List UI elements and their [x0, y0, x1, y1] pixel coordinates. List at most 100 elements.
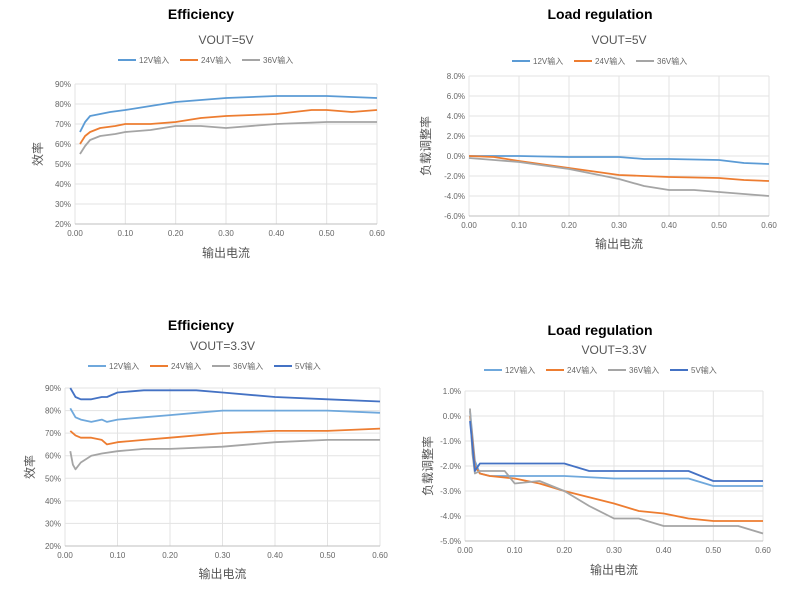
x-tick-label: 0.40	[267, 551, 283, 560]
efficiency-3v3-chart: VOUT=3.3V 12V输入 24V输入 36V输入 5V输入 20% 30% 40% 50%…	[22, 339, 388, 581]
x-tick-label: 0.60	[755, 546, 771, 555]
x-tick-label: 0.30	[218, 229, 234, 238]
y-tick-label: 60%	[55, 140, 71, 149]
x-tick-label: 0.30	[611, 221, 627, 230]
y-tick-label: 8.0%	[447, 72, 465, 81]
x-tick-label: 0.60	[369, 229, 385, 238]
x-tick-label: 0.20	[561, 221, 577, 230]
y-tick-label: 70%	[45, 429, 61, 438]
legend-label: 36V输入	[657, 56, 687, 66]
y-tick-label: -4.0%	[440, 512, 461, 521]
y-tick-label: 50%	[55, 160, 71, 169]
legend-label: 5V输入	[691, 365, 717, 375]
y-tick-label: 80%	[55, 100, 71, 109]
panel-efficiency-5v: Efficiency VOUT=5V 12V输入 24V输入 36V输入 20% 30% 4…	[0, 0, 400, 298]
x-tick-label: 0.20	[168, 229, 184, 238]
y-tick-label: -5.0%	[440, 537, 461, 546]
x-axis-label: 输出电流	[202, 245, 250, 260]
x-axis-label: 输出电流	[198, 566, 246, 581]
legend-label: 24V输入	[201, 55, 231, 65]
y-tick-label: -4.0%	[444, 192, 465, 201]
x-tick-label: 0.60	[761, 221, 777, 230]
legend-label: 36V输入	[263, 55, 293, 65]
legend-label: 36V输入	[233, 361, 263, 371]
y-tick-label: 70%	[55, 120, 71, 129]
x-tick-label: 0.40	[661, 221, 677, 230]
y-tick-label: 20%	[45, 542, 61, 551]
y-axis-label: 负载调整率	[418, 116, 433, 176]
y-tick-label: 20%	[55, 220, 71, 229]
panel-efficiency-3v3: Efficiency VOUT=3.3V 12V输入 24V输入 36V输入 5V输入 2…	[22, 317, 388, 581]
x-tick-label: 0.00	[57, 551, 73, 560]
legend-label: 12V输入	[533, 56, 563, 66]
x-tick-label: 0.30	[606, 546, 622, 555]
x-tick-label: 0.50	[320, 551, 336, 560]
panel-heading: Efficiency	[167, 317, 235, 333]
y-tick-label: 80%	[45, 407, 61, 416]
x-tick-label: 0.10	[507, 546, 523, 555]
x-tick-label: 0.00	[67, 229, 83, 238]
y-tick-label: -2.0%	[440, 462, 461, 471]
x-tick-label: 0.30	[215, 551, 231, 560]
series-line	[468, 157, 770, 197]
x-axis-label: 输出电流	[595, 236, 643, 251]
x-tick-label: 0.00	[461, 221, 477, 230]
legend-label: 24V输入	[567, 365, 597, 375]
x-tick-label: 0.20	[162, 551, 178, 560]
y-tick-label: 90%	[45, 384, 61, 393]
legend-label: 5V输入	[295, 361, 321, 371]
series-line	[69, 427, 381, 446]
series-line	[468, 155, 770, 182]
y-tick-label: 0.0%	[443, 412, 461, 421]
efficiency-5v-chart: VOUT=5V 12V输入 24V输入 36V输入 20% 30% 40% 50% 60% 70%…	[30, 33, 385, 260]
y-tick-label: 2.0%	[447, 132, 465, 141]
x-tick-label: 0.50	[319, 229, 335, 238]
y-axis-label: 效率	[30, 142, 45, 166]
x-tick-label: 0.00	[457, 546, 473, 555]
y-axis-label: 负载调整率	[420, 436, 435, 496]
chart-title: VOUT=3.3V	[190, 339, 255, 353]
series-line	[469, 420, 763, 482]
y-tick-label: 6.0%	[447, 92, 465, 101]
y-tick-label: 4.0%	[447, 112, 465, 121]
x-tick-label: 0.10	[110, 551, 126, 560]
y-tick-label: -6.0%	[444, 212, 465, 221]
y-tick-label: 40%	[55, 180, 71, 189]
y-axis-label: 效率	[22, 455, 37, 479]
loadreg-5v-chart: VOUT=5V 12V输入 24V输入 36V输入 -6.0% -4.0% -2.0% 0.0…	[418, 33, 777, 251]
chart-title: VOUT=3.3V	[581, 343, 646, 357]
legend-label: 12V输入	[505, 365, 535, 375]
series-line	[469, 415, 763, 522]
chart-title: VOUT=5V	[198, 33, 253, 47]
panel-heading: Load regulation	[547, 6, 653, 22]
panel-loadreg-5v: Load regulation VOUT=5V 12V输入 24V输入 36V输入 -6…	[418, 6, 777, 251]
x-tick-label: 0.20	[557, 546, 573, 555]
series-line	[79, 121, 377, 155]
series-line	[469, 155, 770, 165]
y-tick-label: 30%	[55, 200, 71, 209]
series-line	[79, 109, 378, 145]
y-tick-label: 90%	[55, 80, 71, 89]
series-line	[69, 387, 381, 403]
legend-label: 24V输入	[171, 361, 201, 371]
y-tick-label: -1.0%	[440, 437, 461, 446]
x-tick-label: 0.10	[511, 221, 527, 230]
x-tick-label: 0.50	[711, 221, 727, 230]
legend-label: 12V输入	[109, 361, 139, 371]
legend-label: 36V输入	[629, 365, 659, 375]
chart-title: VOUT=5V	[591, 33, 646, 47]
y-tick-label: 0.0%	[447, 152, 465, 161]
series-line	[79, 95, 378, 133]
y-tick-label: 60%	[45, 452, 61, 461]
panel-heading: Load regulation	[547, 322, 653, 338]
series-line	[469, 408, 764, 535]
x-tick-label: 0.50	[706, 546, 722, 555]
y-tick-label: 30%	[45, 519, 61, 528]
panel-heading: Efficiency	[167, 6, 235, 22]
x-tick-label: 0.40	[269, 229, 285, 238]
x-tick-label: 0.60	[372, 551, 388, 560]
x-tick-label: 0.40	[656, 546, 672, 555]
legend-label: 12V输入	[139, 55, 169, 65]
